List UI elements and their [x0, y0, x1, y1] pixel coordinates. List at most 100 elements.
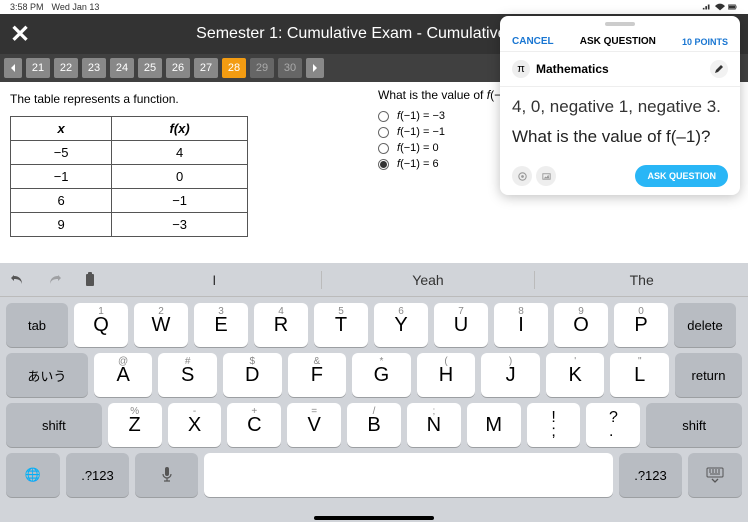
- radio-icon[interactable]: [378, 111, 389, 122]
- radio-icon[interactable]: [378, 143, 389, 154]
- table-cell: 6: [11, 189, 112, 213]
- close-icon[interactable]: ✕: [10, 20, 30, 49]
- suggestion-bar: I Yeah The: [0, 263, 748, 297]
- option-0[interactable]: f(−1) = −3: [378, 110, 518, 122]
- suggestion-1[interactable]: I: [108, 272, 321, 288]
- pi-icon: π: [512, 60, 530, 78]
- tab-29: 29: [250, 58, 274, 78]
- prev-button[interactable]: [4, 58, 22, 78]
- key-punct[interactable]: !;: [527, 403, 581, 447]
- keyboard: I Yeah The tab 1Q2W3E4R5T6Y7U8I9O0Pdelet…: [0, 263, 748, 522]
- home-indicator: [314, 516, 434, 520]
- table-cell: 9: [11, 213, 112, 237]
- table-cell: −5: [11, 141, 112, 165]
- key-c[interactable]: +C: [227, 403, 281, 447]
- key-y[interactable]: 6Y: [374, 303, 428, 347]
- tab-key[interactable]: tab: [6, 303, 68, 347]
- shift-right-key[interactable]: shift: [646, 403, 742, 447]
- option-label: f(−1) = 6: [397, 158, 439, 170]
- suggestion-2[interactable]: Yeah: [322, 272, 535, 288]
- key-p[interactable]: 0P: [614, 303, 668, 347]
- key-g[interactable]: *G: [352, 353, 411, 397]
- tab-28[interactable]: 28: [222, 58, 246, 78]
- key-f[interactable]: &F: [288, 353, 347, 397]
- tab-22[interactable]: 22: [54, 58, 78, 78]
- key-k[interactable]: 'K: [546, 353, 605, 397]
- subject-name: Mathematics: [536, 62, 704, 76]
- key-h[interactable]: (H: [417, 353, 476, 397]
- lang-key[interactable]: あいう: [6, 353, 88, 397]
- key-e[interactable]: 3E: [194, 303, 248, 347]
- shift-left-key[interactable]: shift: [6, 403, 102, 447]
- key-q[interactable]: 1Q: [74, 303, 128, 347]
- status-bar: 3:58 PM Wed Jan 13: [0, 0, 748, 14]
- tab-21[interactable]: 21: [26, 58, 50, 78]
- redo-icon[interactable]: [36, 273, 72, 287]
- key-a[interactable]: @A: [94, 353, 153, 397]
- key-b[interactable]: /B: [347, 403, 401, 447]
- undo-icon[interactable]: [0, 273, 36, 287]
- tab-27[interactable]: 27: [194, 58, 218, 78]
- camera-icon[interactable]: [512, 166, 532, 186]
- key-r[interactable]: 4R: [254, 303, 308, 347]
- key-s[interactable]: #S: [158, 353, 217, 397]
- ask-question-button[interactable]: ASK QUESTION: [635, 165, 728, 187]
- ask-question-panel: CANCEL ASK QUESTION 10 POINTS π Mathemat…: [500, 16, 740, 195]
- option-2[interactable]: f(−1) = 0: [378, 142, 518, 154]
- tab-26[interactable]: 26: [166, 58, 190, 78]
- option-label: f(−1) = −3: [397, 110, 445, 122]
- key-d[interactable]: $D: [223, 353, 282, 397]
- return-key[interactable]: return: [675, 353, 742, 397]
- key-w[interactable]: 2W: [134, 303, 188, 347]
- clipboard-icon[interactable]: [72, 272, 108, 288]
- key-v[interactable]: =V: [287, 403, 341, 447]
- option-label: f(−1) = −1: [397, 126, 445, 138]
- num-key-right[interactable]: .?123: [619, 453, 682, 497]
- delete-key[interactable]: delete: [674, 303, 736, 347]
- status-time: 3:58 PM: [10, 2, 44, 12]
- question-text: What is the value of f(−1)?: [378, 88, 518, 102]
- globe-key[interactable]: 🌐: [6, 453, 60, 497]
- edit-icon[interactable]: [710, 60, 728, 78]
- key-x[interactable]: -X: [168, 403, 222, 447]
- status-date: Wed Jan 13: [52, 2, 100, 12]
- status-indicators: [702, 3, 738, 11]
- option-1[interactable]: f(−1) = −1: [378, 126, 518, 138]
- next-button[interactable]: [306, 58, 324, 78]
- tab-23[interactable]: 23: [82, 58, 106, 78]
- key-u[interactable]: 7U: [434, 303, 488, 347]
- option-3[interactable]: f(−1) = 6: [378, 158, 518, 170]
- radio-icon[interactable]: [378, 159, 389, 170]
- table-cell: 0: [112, 165, 248, 189]
- radio-icon[interactable]: [378, 127, 389, 138]
- option-label: f(−1) = 0: [397, 142, 439, 154]
- key-z[interactable]: %Z: [108, 403, 162, 447]
- panel-title: ASK QUESTION: [580, 36, 656, 47]
- key-i[interactable]: 8I: [494, 303, 548, 347]
- table-cell: −1: [112, 189, 248, 213]
- image-icon[interactable]: [536, 166, 556, 186]
- table-cell: −3: [112, 213, 248, 237]
- cancel-button[interactable]: CANCEL: [512, 36, 554, 47]
- choices: What is the value of f(−1)? f(−1) = −3 f(…: [378, 88, 518, 174]
- num-key-left[interactable]: .?123: [66, 453, 129, 497]
- key-o[interactable]: 9O: [554, 303, 608, 347]
- key-punct[interactable]: ?.: [586, 403, 640, 447]
- drag-handle[interactable]: [605, 22, 635, 26]
- data-table: xf(x) −54−106−19−3: [10, 116, 248, 237]
- suggestion-3[interactable]: The: [535, 272, 748, 288]
- sequence-text: 4, 0, negative 1, negative 3.: [512, 97, 728, 117]
- key-j[interactable]: )J: [481, 353, 540, 397]
- tab-24[interactable]: 24: [110, 58, 134, 78]
- space-key[interactable]: [204, 453, 613, 497]
- table-cell: 4: [112, 141, 248, 165]
- key-t[interactable]: 5T: [314, 303, 368, 347]
- tab-30: 30: [278, 58, 302, 78]
- dismiss-keyboard-key[interactable]: [688, 453, 742, 497]
- key-m[interactable]: M: [467, 403, 521, 447]
- points-label: 10 POINTS: [682, 37, 728, 47]
- tab-25[interactable]: 25: [138, 58, 162, 78]
- key-l[interactable]: "L: [610, 353, 669, 397]
- key-n[interactable]: ;N: [407, 403, 461, 447]
- mic-key[interactable]: [135, 453, 198, 497]
